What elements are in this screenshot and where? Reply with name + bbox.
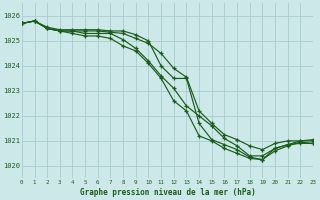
- X-axis label: Graphe pression niveau de la mer (hPa): Graphe pression niveau de la mer (hPa): [80, 188, 255, 197]
